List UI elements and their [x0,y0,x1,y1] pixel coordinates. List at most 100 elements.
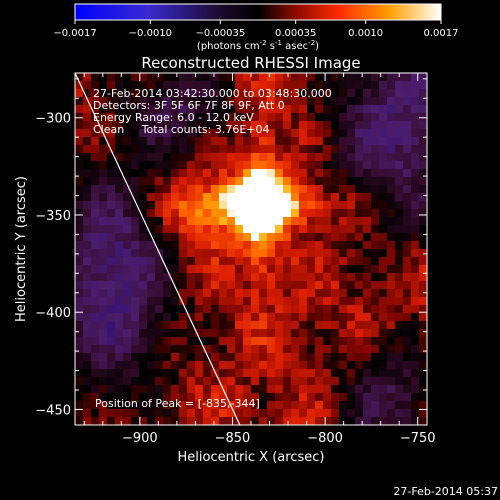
heatmap-cell [235,217,244,226]
heatmap-cell [75,321,84,330]
heatmap-cell [339,353,348,362]
heatmap-cell [115,329,124,338]
heatmap-cell [419,233,427,242]
heatmap-cell [355,273,364,282]
heatmap-cell [363,385,372,394]
heatmap-cell [99,145,108,154]
heatmap-cell [339,97,348,106]
heatmap-cell [171,321,180,330]
heatmap-cell [195,89,204,98]
heatmap-cell [131,121,140,130]
heatmap-cell [395,177,404,186]
heatmap-cell [387,113,396,122]
heatmap-cell [179,185,188,194]
heatmap-cell [395,369,404,378]
heatmap-cell [147,369,156,378]
heatmap-cell [123,137,132,146]
heatmap-cell [203,313,212,322]
heatmap-cell [179,257,188,266]
heatmap-cell [267,97,276,106]
heatmap-cell [395,377,404,386]
heatmap-cell [251,417,260,425]
heatmap-cell [331,121,340,130]
heatmap-cell [187,417,196,425]
heatmap-cell [411,265,420,274]
heatmap-cell [259,233,268,242]
heatmap-cell [315,113,324,122]
heatmap-cell [419,121,427,130]
heatmap-cell [323,369,332,378]
heatmap-cell [179,313,188,322]
heatmap-cell [203,377,212,386]
heatmap-cell [259,385,268,394]
heatmap-cell [379,329,388,338]
heatmap-cell [419,353,427,362]
heatmap-cell [211,265,220,274]
heatmap-cell [251,121,260,130]
heatmap-cell [123,393,132,402]
heatmap-cell [219,345,228,354]
heatmap-cell [283,417,292,425]
heatmap-cell [355,369,364,378]
heatmap-cell [211,209,220,218]
heatmap-cell [115,217,124,226]
heatmap-cell [355,201,364,210]
heatmap-cell [147,97,156,106]
heatmap-cell [339,105,348,114]
heatmap-cell [419,137,427,146]
heatmap-cell [99,305,108,314]
heatmap-cell [243,353,252,362]
heatmap-cell [211,89,220,98]
heatmap-cell [219,401,228,410]
heatmap-cell [83,153,92,162]
heatmap-cell [179,193,188,202]
heatmap-cell [395,89,404,98]
heatmap-cell [379,81,388,90]
heatmap-cell [283,321,292,330]
heatmap-cell [403,177,412,186]
heatmap-cell [411,161,420,170]
heatmap-cell [411,257,420,266]
heatmap-cell [299,185,308,194]
heatmap-cell [275,337,284,346]
heatmap-cell [395,225,404,234]
heatmap-cell [347,361,356,370]
heatmap-cell [75,361,84,370]
heatmap-cell [91,97,100,106]
heatmap-cell [347,121,356,130]
heatmap-cell [395,353,404,362]
heatmap-cell [411,345,420,354]
heatmap-cell [187,249,196,258]
heatmap-cell [131,193,140,202]
heatmap-cell [243,145,252,154]
heatmap-cell [419,185,427,194]
heatmap-cell [243,121,252,130]
heatmap-cell [235,417,244,425]
heatmap-cell [411,169,420,178]
heatmap-cell [147,241,156,250]
heatmap-cell [75,233,84,242]
heatmap-cell [131,201,140,210]
heatmap-cell [75,369,84,378]
heatmap-cell [275,289,284,298]
heatmap-cell [251,129,260,138]
heatmap-cell [259,401,268,410]
heatmap-cell [259,337,268,346]
heatmap-cell [323,337,332,346]
heatmap-cell [323,137,332,146]
heatmap-cell [331,193,340,202]
heatmap-cell [323,329,332,338]
heatmap-cell [283,393,292,402]
heatmap-cell [235,161,244,170]
heatmap-cell [211,409,220,418]
heatmap-cell [139,385,148,394]
heatmap-cell [371,225,380,234]
heatmap-cell [211,217,220,226]
heatmap-cell [363,369,372,378]
heatmap-cell [171,161,180,170]
heatmap-cell [179,361,188,370]
heatmap-cell [419,97,427,106]
heatmap-cell [387,193,396,202]
heatmap-cell [347,137,356,146]
heatmap-cell [139,113,148,122]
